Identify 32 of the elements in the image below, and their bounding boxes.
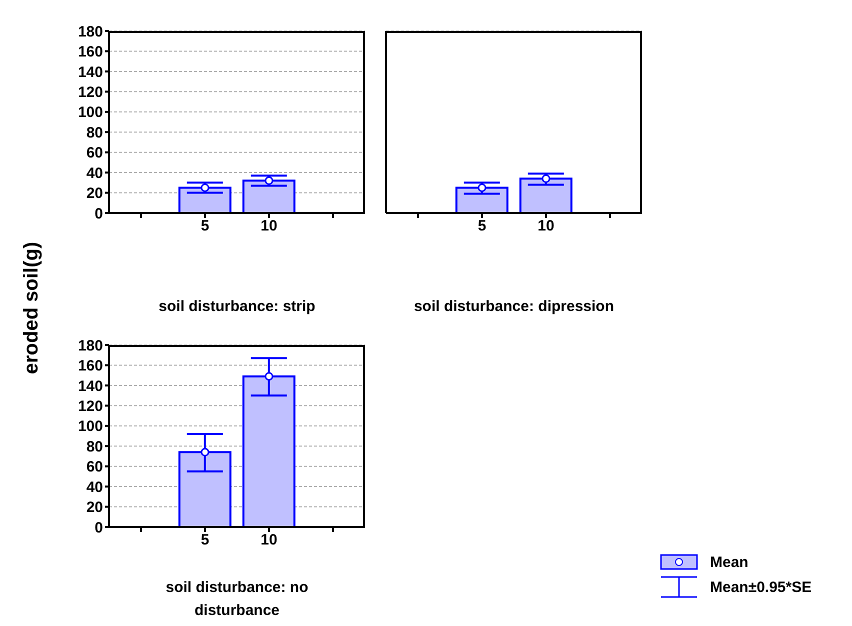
x-axis-title: soil disturbance: strip: [158, 297, 316, 317]
y-tick-label: 60: [86, 144, 103, 162]
y-tick-label: 80: [86, 124, 103, 142]
x-tick-label: 5: [200, 532, 210, 549]
text: Mean±0.95*SE: [710, 578, 812, 596]
y-tick-label: 120: [78, 84, 103, 101]
y-tick-label: 180: [78, 23, 103, 40]
y-tick-label: 0: [94, 519, 103, 536]
x-tick-label: 5: [478, 218, 486, 235]
y-axis-title: eroded soil(g): [20, 242, 44, 374]
y-tick-label: 20: [86, 185, 103, 202]
x-axis-title: soil disturbance: dipression: [414, 297, 614, 317]
y-tick-label: 80: [86, 438, 103, 456]
x-axis-title: soil disturbance: no disturbance: [164, 578, 310, 621]
y-tick-label: 160: [78, 358, 103, 375]
y-tick-label: 20: [86, 499, 103, 516]
legend-label: Mean: [710, 554, 748, 570]
x-tick-label: 5: [200, 218, 210, 235]
x-tick-label: 10: [538, 218, 554, 235]
y-tick-label: 40: [86, 164, 103, 182]
y-tick-label: 120: [78, 398, 103, 415]
y-tick-label: 140: [78, 64, 103, 81]
x-tick-label: 10: [260, 218, 278, 235]
y-tick-label: 140: [78, 378, 103, 395]
y-tick-label: 100: [78, 104, 103, 122]
y-tick-label: 160: [78, 44, 103, 61]
y-tick-label: 60: [86, 458, 103, 476]
y-tick-label: 100: [78, 418, 103, 436]
y-tick-label: 40: [86, 478, 103, 496]
y-tick-label: 180: [78, 337, 103, 354]
y-tick-label: 0: [94, 205, 103, 222]
x-tick-label: 10: [260, 532, 278, 549]
